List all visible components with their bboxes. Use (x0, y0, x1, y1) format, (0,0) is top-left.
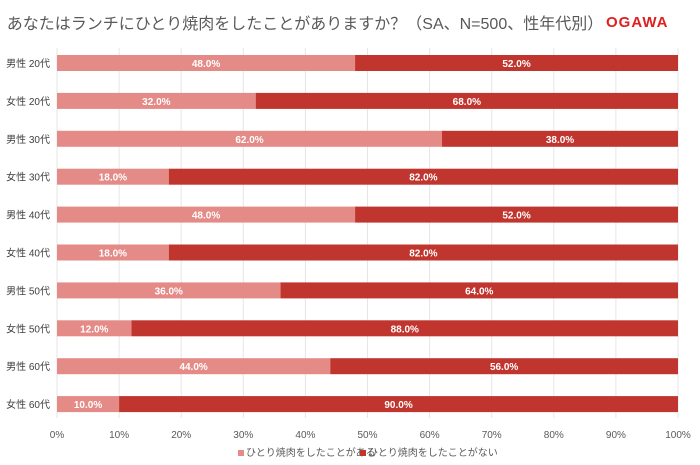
data-label: 52.0% (502, 59, 530, 70)
bar-segment (57, 168, 169, 185)
chart-title: あなたはランチにひとり焼肉をしたことがありますか？（SA、N=500、性年代別） (6, 16, 604, 33)
x-tick-label: 70% (482, 430, 502, 441)
data-label: 12.0% (80, 324, 108, 335)
x-tick-label: 0% (50, 430, 65, 441)
category-label: 女性 40代 (6, 247, 50, 260)
bar-segment (330, 358, 678, 375)
data-label: 32.0% (142, 97, 170, 108)
data-label: 18.0% (99, 249, 127, 260)
bar-segment (131, 320, 678, 337)
data-label: 82.0% (409, 173, 437, 184)
data-label: 18.0% (99, 173, 127, 184)
bar-segment (168, 244, 678, 261)
bar-segment (442, 130, 678, 147)
bar-segment (255, 92, 678, 109)
bar-segment (355, 55, 678, 71)
bar-segment (57, 244, 169, 261)
data-label: 10.0% (74, 400, 102, 411)
data-label: 48.0% (192, 211, 220, 222)
ogawa-logo: OGAWA (606, 14, 669, 31)
category-label: 男性 30代 (6, 133, 50, 146)
category-label: 女性 60代 (6, 398, 50, 411)
bar-segment (57, 130, 443, 147)
data-label: 52.0% (502, 211, 530, 222)
category-label: 男性 20代 (6, 57, 50, 70)
legend-swatch (360, 450, 366, 456)
category-label: 男性 40代 (6, 209, 50, 222)
x-tick-label: 90% (606, 430, 626, 441)
data-label: 88.0% (391, 324, 419, 335)
x-tick-label: 80% (544, 430, 564, 441)
bar-segment (57, 358, 331, 375)
x-tick-label: 20% (171, 430, 191, 441)
bar-segment (355, 206, 678, 223)
data-label: 36.0% (155, 286, 183, 297)
bar-segment (280, 282, 678, 299)
bar-segment (57, 320, 132, 337)
bar-segment (57, 282, 281, 299)
category-label: 女性 30代 (6, 171, 50, 184)
bar-segment (168, 168, 678, 185)
bar-segment (57, 396, 120, 413)
data-label: 64.0% (465, 286, 493, 297)
data-label: 90.0% (384, 400, 412, 411)
bar-segment (57, 55, 356, 71)
category-label: 男性 50代 (6, 284, 50, 297)
data-label: 44.0% (179, 362, 207, 373)
bar-segment (57, 206, 356, 223)
x-tick-label: 10% (109, 430, 129, 441)
x-tick-label: 60% (420, 430, 440, 441)
x-tick-label: 100% (665, 430, 691, 441)
bar-segment (57, 92, 256, 109)
data-label: 68.0% (453, 97, 481, 108)
x-tick-label: 40% (295, 430, 315, 441)
x-tick-label: 50% (357, 430, 377, 441)
data-label: 48.0% (192, 59, 220, 70)
data-label: 82.0% (409, 249, 437, 260)
legend-swatch (238, 450, 244, 456)
category-label: 女性 50代 (6, 322, 50, 335)
category-label: 女性 20代 (6, 95, 50, 108)
legend-label: ひとり焼肉をしたことがある (246, 446, 376, 459)
category-label: 男性 60代 (6, 360, 50, 373)
x-tick-label: 30% (233, 430, 253, 441)
data-label: 62.0% (235, 135, 263, 146)
bar-segment (119, 396, 679, 413)
data-label: 38.0% (546, 135, 574, 146)
legend-label: ひとり焼肉をしたことがない (368, 446, 498, 459)
data-label: 56.0% (490, 362, 518, 373)
